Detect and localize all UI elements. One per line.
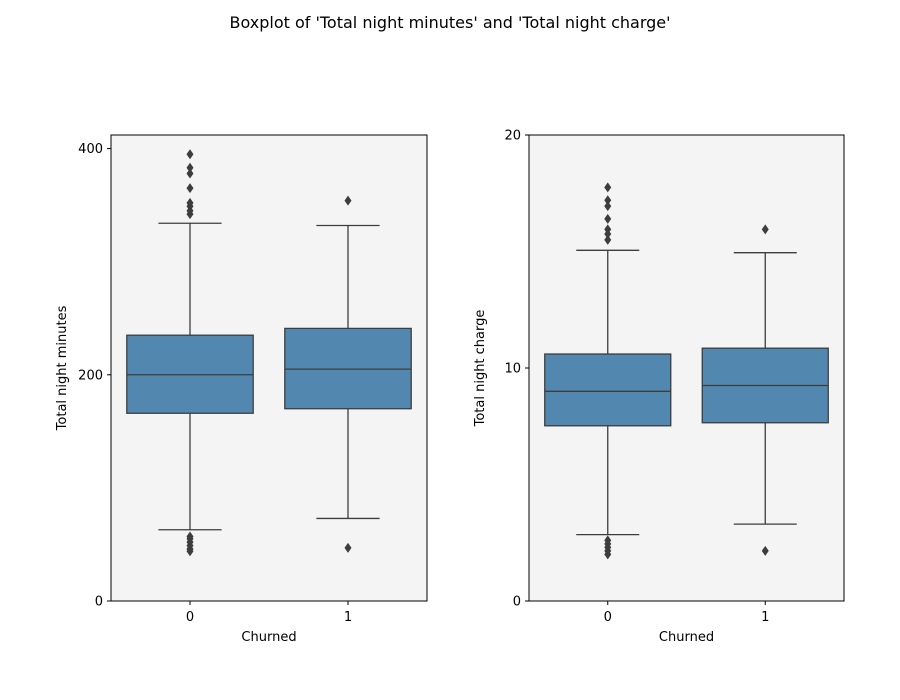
outlier-point (604, 213, 612, 224)
box (544, 353, 672, 427)
outlier-point (604, 224, 612, 235)
y-tick-label: 400 (78, 142, 103, 157)
outlier-point (344, 542, 352, 553)
y-tick-label: 20 (504, 129, 521, 144)
outlier-point (186, 168, 194, 179)
night-minutes-axes-frame (110, 134, 428, 602)
night-minutes-y-axis-label: Total night minutes (55, 305, 70, 431)
outlier-point (186, 197, 194, 208)
figure-title: Boxplot of 'Total night minutes' and 'To… (229, 13, 670, 32)
y-tick-label: 0 (95, 595, 103, 610)
x-tick-label: 1 (761, 610, 769, 625)
y-tick-label: 10 (504, 362, 521, 377)
outlier-point (604, 234, 612, 245)
outlier-point (604, 182, 612, 193)
night-charge-box-group-0 (544, 182, 672, 560)
outlier-point (604, 535, 612, 546)
y-tick-label: 200 (78, 368, 103, 383)
chart-night-charge: 0 10 20 0 1 Churned Total night charge (473, 129, 845, 645)
outlier-point (761, 545, 769, 556)
night-minutes-x-axis-label: Churned (241, 630, 296, 645)
outlier-point (186, 183, 194, 194)
outlier-point (344, 195, 352, 206)
chart-night-minutes: 0 200 400 0 1 Churned Total night minutes (55, 134, 428, 645)
outlier-point (186, 531, 194, 542)
night-charge-box-group-1 (701, 224, 829, 556)
outlier-point (186, 149, 194, 160)
night-minutes-box-group-1 (284, 195, 412, 553)
x-tick-label: 1 (344, 610, 352, 625)
outlier-point (604, 195, 612, 206)
outlier-point (186, 162, 194, 173)
x-tick-label: 0 (604, 610, 612, 625)
outlier-point (604, 201, 612, 212)
outlier-point (761, 224, 769, 235)
night-charge-y-axis-label: Total night charge (473, 310, 488, 428)
night-minutes-box-group-0 (126, 149, 254, 557)
y-tick-label: 0 (513, 595, 521, 610)
x-tick-label: 0 (186, 610, 194, 625)
night-charge-x-axis-label: Churned (659, 630, 714, 645)
